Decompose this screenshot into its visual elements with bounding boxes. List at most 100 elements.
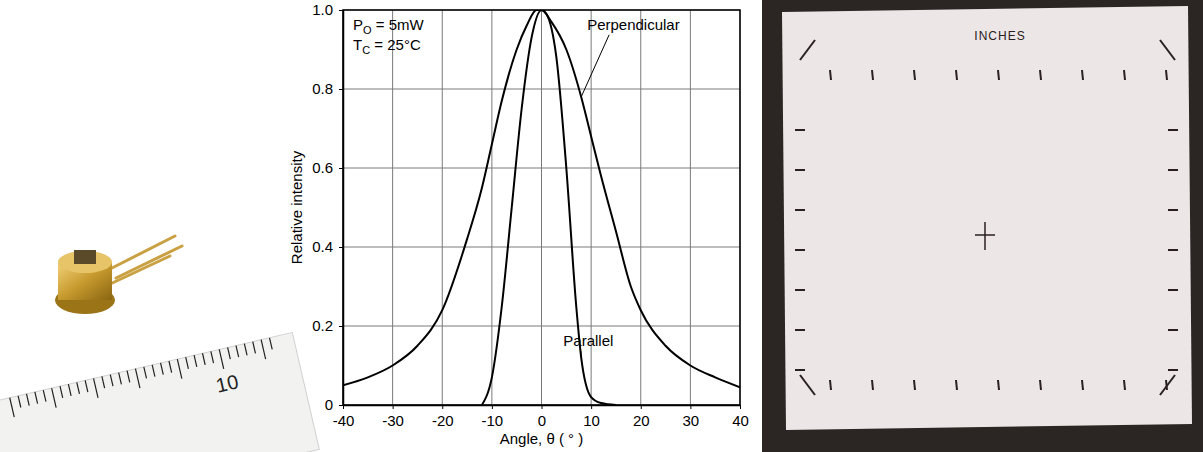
diode-pin — [108, 256, 170, 285]
tick: 0.2 — [312, 317, 343, 334]
paper-tick — [872, 70, 873, 80]
plot-frame — [343, 10, 740, 405]
ruler-tick — [35, 392, 38, 404]
paper-cross — [984, 222, 986, 250]
paper-tick — [795, 129, 805, 131]
tick-mark — [442, 405, 443, 409]
tick: 0 — [325, 396, 343, 413]
ruler-tick — [85, 380, 88, 392]
y-axis: 0 0.2 0.4 0.6 0.8 1.0 — [312, 1, 343, 413]
tick: 20 — [633, 405, 650, 429]
ruler-tick — [94, 378, 98, 397]
ruler-tick — [10, 398, 14, 417]
leader-line — [580, 351, 581, 358]
tick-mark — [492, 405, 493, 409]
tick: -20 — [432, 405, 454, 429]
ruler-tick — [228, 347, 231, 359]
ruler-body — [0, 333, 319, 452]
paper-tick — [1168, 289, 1178, 291]
tick-label: -10 — [482, 412, 504, 429]
tick: 0.8 — [312, 80, 343, 97]
tick-label: -30 — [382, 412, 404, 429]
paper-tick — [795, 209, 805, 211]
paper-tick — [1168, 169, 1178, 171]
ruler-tick — [119, 373, 122, 385]
tick-mark — [542, 405, 543, 409]
ruler-tick — [127, 371, 130, 383]
grid — [343, 10, 740, 405]
paper-tick — [1168, 209, 1178, 211]
ruler-tick — [219, 349, 223, 368]
paper-tick — [956, 380, 957, 390]
x-axis-title: Angle, θ ( ° ) — [500, 430, 584, 447]
paper-label: INCHES — [974, 29, 1025, 43]
ruler-tick — [77, 382, 80, 394]
ruler-tick — [253, 342, 256, 354]
paper-tick — [1124, 70, 1125, 80]
paper-tick — [795, 369, 805, 371]
series-label: Parallel — [563, 332, 613, 349]
tick-label: -40 — [333, 412, 355, 429]
tick: 0.4 — [312, 238, 343, 255]
paper-tick — [795, 249, 805, 251]
ruler-tick — [144, 367, 147, 379]
grid-line — [640, 10, 641, 405]
ruler-tick — [236, 346, 239, 358]
chart: -40-30-20-1001020304000.20.40.60.81.0Ang… — [288, 1, 749, 447]
curve — [482, 10, 616, 405]
tick: 10 — [583, 405, 600, 429]
diode-pin — [116, 246, 182, 278]
laser-diode-photo: 10 — [0, 0, 319, 452]
tick: -10 — [482, 405, 504, 429]
ruler-tick — [18, 396, 21, 408]
tick-label: 0.8 — [312, 80, 333, 97]
annotation-suffix: = 25°C — [370, 36, 421, 53]
ruler-tick — [52, 388, 56, 407]
paper-tick — [830, 70, 831, 80]
tick-label: 0.2 — [312, 317, 333, 334]
paper-tick — [795, 169, 805, 171]
diode-window — [74, 250, 96, 264]
ruler-tick — [261, 340, 265, 359]
paper-corner — [1160, 375, 1175, 395]
tick-mark — [339, 10, 343, 11]
tick-label: 40 — [732, 412, 749, 429]
paper-tick — [914, 380, 915, 390]
annotation-text: P — [353, 16, 363, 33]
paper-tick — [1166, 70, 1167, 80]
series-label: Perpendicular — [587, 16, 680, 33]
ruler-tick — [244, 344, 247, 356]
grid-line — [343, 326, 740, 327]
annotation: PO = 5mW — [353, 16, 425, 36]
grid-line — [690, 10, 691, 405]
tick-label: 0.6 — [312, 159, 333, 176]
paper-tick — [1168, 369, 1178, 371]
ruler-tick — [211, 351, 214, 363]
tick: 40 — [732, 405, 749, 429]
x-axis: -40-30-20-10010203040 — [333, 405, 749, 429]
tick-mark — [339, 89, 343, 90]
paper-tick — [830, 380, 831, 390]
tick-mark — [339, 168, 343, 169]
tick-mark — [690, 405, 691, 409]
tick-label: 20 — [633, 412, 650, 429]
ruler-tick — [169, 361, 172, 373]
leader-line — [581, 35, 609, 97]
tick-label: 1.0 — [312, 1, 333, 18]
tick-label: 0 — [538, 412, 546, 429]
paper-corner — [800, 375, 815, 395]
annotation: TC = 25°C — [353, 36, 421, 56]
tick-label: -20 — [432, 412, 454, 429]
tick-mark — [641, 405, 642, 409]
paper-tick — [1124, 380, 1125, 390]
diode — [55, 236, 182, 314]
ruler-tick — [27, 394, 30, 406]
curve — [343, 10, 740, 387]
ruler-label: 10 — [214, 370, 241, 396]
annotations: PO = 5mWTC = 25°C Perpendicular Parallel — [353, 16, 680, 358]
paper-tick — [1168, 329, 1178, 331]
photo-background — [762, 0, 1203, 452]
beam-photo: INCHES — [670, 0, 1203, 452]
ruler-tick — [43, 390, 46, 402]
tick-label: 10 — [583, 412, 600, 429]
